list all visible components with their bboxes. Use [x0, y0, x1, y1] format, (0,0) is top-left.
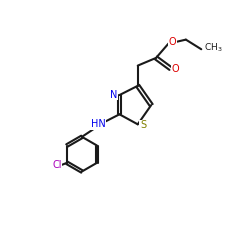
Text: N: N: [110, 90, 118, 100]
Text: O: O: [172, 64, 179, 74]
Text: O: O: [169, 37, 176, 47]
Text: S: S: [140, 120, 146, 130]
Text: Cl: Cl: [52, 160, 62, 170]
Text: HN: HN: [91, 119, 106, 129]
Text: CH$_3$: CH$_3$: [204, 41, 222, 54]
